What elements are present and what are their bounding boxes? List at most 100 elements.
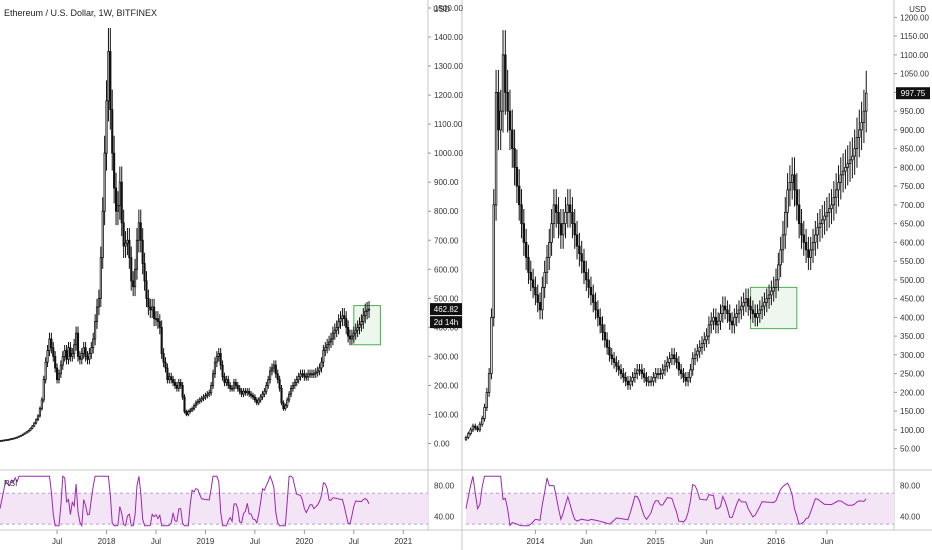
candle-body <box>21 433 24 436</box>
candle-body <box>90 347 93 354</box>
price-tick-label: 650.00 <box>900 220 925 229</box>
candle-body <box>673 354 676 360</box>
candle-body <box>511 129 514 150</box>
price-tick-label: 800.00 <box>434 207 459 216</box>
candle-body <box>661 369 664 375</box>
candle-body <box>229 385 232 389</box>
candle-body <box>744 298 748 303</box>
candle-body <box>297 376 300 381</box>
candle-body <box>329 338 333 343</box>
date-tick-label: Jul <box>151 537 161 546</box>
candle-body <box>69 347 72 357</box>
candle-body <box>86 355 89 360</box>
candle-body <box>594 301 597 311</box>
candle-body <box>187 411 190 415</box>
candle-body <box>227 379 230 386</box>
price-tick-label: 500.00 <box>434 294 459 303</box>
candle-body <box>56 367 59 381</box>
candle-body <box>149 306 152 311</box>
current-price-tag <box>430 303 462 316</box>
candle-body <box>25 431 28 434</box>
candle-body <box>253 396 256 401</box>
candle-body <box>341 315 344 320</box>
candle-body <box>196 400 199 404</box>
candle-body <box>339 318 342 322</box>
candle-body <box>865 92 868 112</box>
current-price-tag <box>896 87 930 100</box>
candle-body <box>631 376 634 382</box>
candle-body <box>851 155 854 161</box>
candle-body <box>797 204 801 225</box>
price-tick-label: 300.00 <box>900 351 925 360</box>
candle-body <box>318 367 321 372</box>
price-tick-label: 350.00 <box>900 332 925 341</box>
candle-body <box>278 379 281 389</box>
price-tick-label: 700.00 <box>434 236 459 245</box>
candle-body <box>774 279 778 288</box>
candle-body <box>333 329 336 334</box>
candle-body <box>749 305 752 311</box>
candle-body <box>483 406 486 420</box>
candle-body <box>811 241 815 251</box>
candle-body <box>0 440 2 442</box>
candle-body <box>42 379 45 401</box>
candle-body <box>552 204 556 225</box>
candle-body <box>202 396 205 399</box>
candle-body <box>183 396 186 412</box>
candle-body <box>626 380 630 386</box>
candle-body <box>105 100 108 154</box>
candle-body <box>561 223 565 236</box>
candle-body <box>659 373 662 376</box>
candle-body <box>814 234 817 243</box>
price-tick-label: 1200.00 <box>434 91 463 100</box>
candle-body <box>767 294 771 300</box>
candle-body <box>719 313 722 322</box>
candle-body <box>821 219 824 225</box>
candle-body <box>310 373 314 376</box>
price-tick-label: 1200.00 <box>900 13 929 22</box>
candle-body <box>497 91 500 131</box>
candle-body <box>16 436 19 439</box>
candle-body <box>54 355 57 369</box>
candle-body <box>156 318 159 322</box>
candle-body <box>522 223 526 243</box>
candle-body <box>63 350 66 357</box>
candle-body <box>76 332 80 357</box>
candle-body <box>4 439 7 442</box>
candle-body <box>844 166 847 172</box>
price-tick-label: 850.00 <box>900 145 925 154</box>
candle-body <box>170 376 173 381</box>
candle-body <box>828 208 831 213</box>
candle-body <box>286 399 289 407</box>
candle-body <box>508 110 512 131</box>
candle-body <box>763 301 766 307</box>
candle-body <box>185 411 188 415</box>
candle-body <box>324 347 327 351</box>
candle-body <box>853 148 856 157</box>
candle-body <box>128 239 131 259</box>
candle-body <box>17 435 21 438</box>
price-tick-label: 900.00 <box>434 178 459 187</box>
candle-body <box>343 315 346 320</box>
rsi-line <box>0 474 370 528</box>
candle-body <box>116 205 120 212</box>
candle-body <box>80 353 83 360</box>
candle-body <box>126 239 129 244</box>
candle-body <box>474 425 477 429</box>
candle-body <box>231 387 234 390</box>
countdown-label: 2d 14h <box>434 318 458 327</box>
candle-body <box>139 222 142 241</box>
candle-body <box>345 318 348 328</box>
candle-body <box>75 332 78 346</box>
candle-body <box>751 309 755 315</box>
candle-body <box>580 253 583 262</box>
rsi-tick-label: 40.00 <box>900 512 921 521</box>
candle-body <box>610 354 613 360</box>
candle-body <box>114 187 118 212</box>
candle-body <box>548 241 551 258</box>
currency-label: USD <box>433 5 450 14</box>
candle-body <box>303 373 306 378</box>
candle-body <box>790 174 794 183</box>
date-tick-label: Jul <box>349 537 359 546</box>
